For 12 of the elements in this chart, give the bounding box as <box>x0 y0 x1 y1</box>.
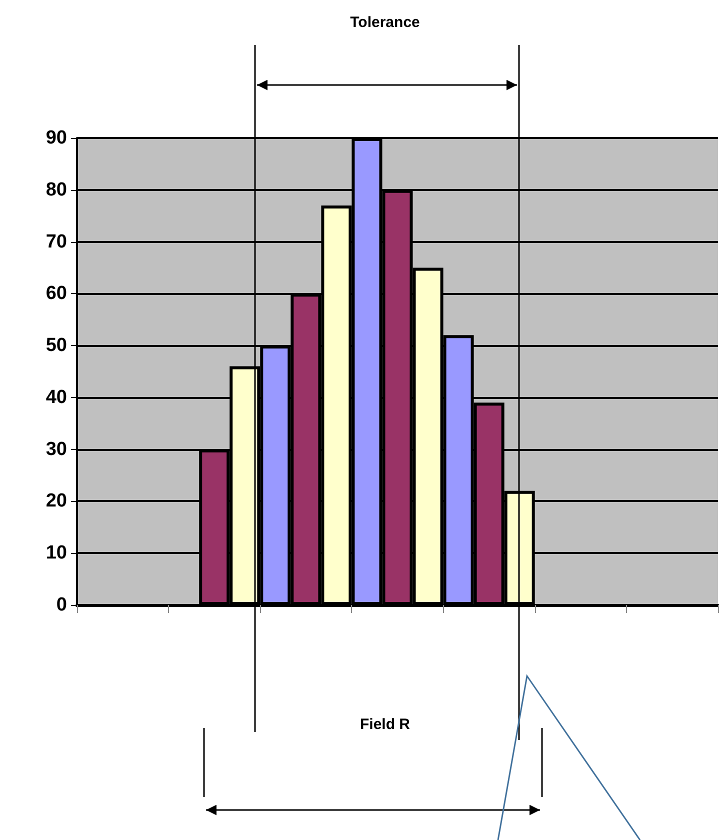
y-tick-label: 40 <box>46 386 67 408</box>
y-tick-label: 20 <box>46 490 67 512</box>
text: Tolerance <box>350 14 420 31</box>
y-tick-label: 10 <box>46 542 67 564</box>
y-tick-label: 50 <box>46 335 67 356</box>
text: Field R <box>360 716 410 733</box>
y-tick-label: 80 <box>46 179 67 200</box>
y-tick-label: 30 <box>46 438 67 460</box>
y-tick-label: 0 <box>56 594 67 616</box>
y-tick-label: 70 <box>46 231 67 252</box>
y-tick-label: 60 <box>46 283 67 304</box>
y-tick-label: 90 <box>46 128 67 148</box>
